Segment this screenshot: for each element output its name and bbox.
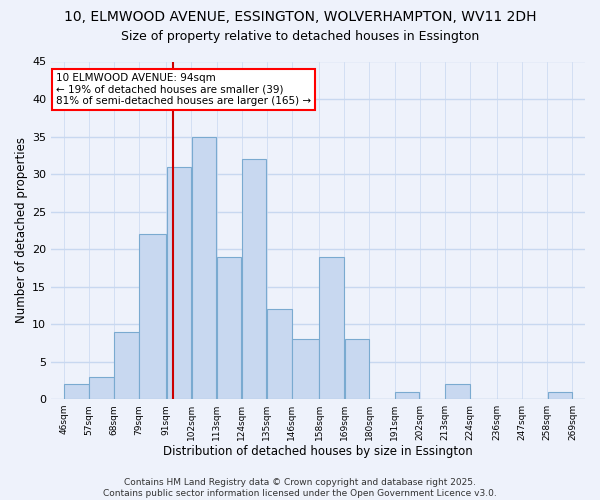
Bar bbox=[319, 256, 344, 399]
Bar bbox=[192, 136, 217, 399]
Bar bbox=[548, 392, 572, 399]
X-axis label: Distribution of detached houses by size in Essington: Distribution of detached houses by size … bbox=[163, 444, 473, 458]
Bar bbox=[344, 339, 369, 399]
Bar bbox=[395, 392, 419, 399]
Bar bbox=[139, 234, 166, 399]
Bar bbox=[267, 309, 292, 399]
Bar bbox=[167, 166, 191, 399]
Bar bbox=[114, 332, 139, 399]
Text: Size of property relative to detached houses in Essington: Size of property relative to detached ho… bbox=[121, 30, 479, 43]
Bar bbox=[292, 339, 319, 399]
Text: 10, ELMWOOD AVENUE, ESSINGTON, WOLVERHAMPTON, WV11 2DH: 10, ELMWOOD AVENUE, ESSINGTON, WOLVERHAM… bbox=[64, 10, 536, 24]
Y-axis label: Number of detached properties: Number of detached properties bbox=[15, 138, 28, 324]
Bar bbox=[64, 384, 89, 399]
Bar bbox=[242, 159, 266, 399]
Text: 10 ELMWOOD AVENUE: 94sqm
← 19% of detached houses are smaller (39)
81% of semi-d: 10 ELMWOOD AVENUE: 94sqm ← 19% of detach… bbox=[56, 73, 311, 106]
Text: Contains HM Land Registry data © Crown copyright and database right 2025.
Contai: Contains HM Land Registry data © Crown c… bbox=[103, 478, 497, 498]
Bar bbox=[445, 384, 470, 399]
Bar bbox=[89, 376, 113, 399]
Bar bbox=[217, 256, 241, 399]
